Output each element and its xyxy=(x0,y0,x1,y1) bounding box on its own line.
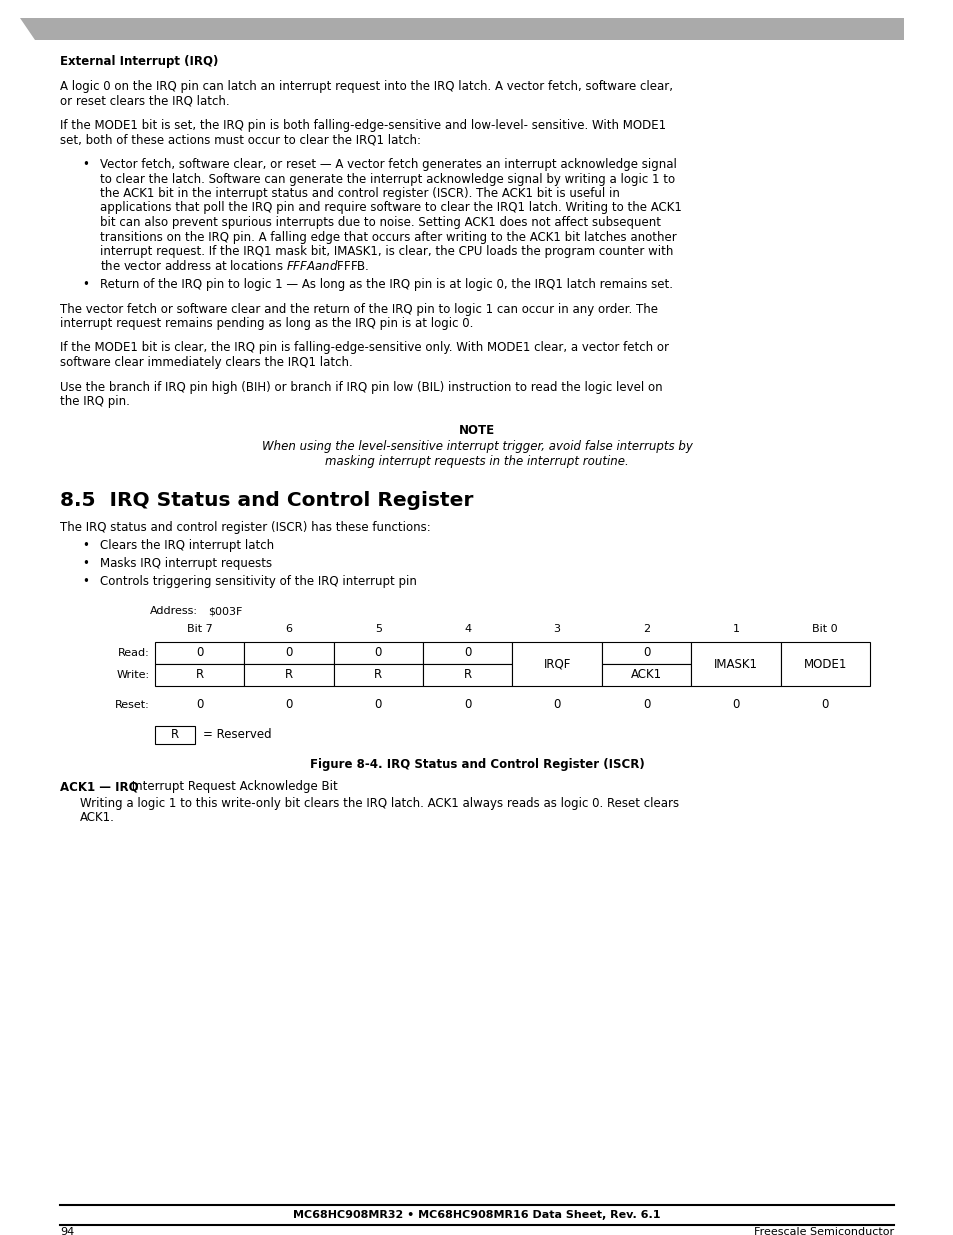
Text: 0: 0 xyxy=(732,699,739,711)
Text: •: • xyxy=(82,278,89,291)
Text: 0: 0 xyxy=(375,699,382,711)
Text: bit can also prevent spurious interrupts due to noise. Setting ACK1 does not aff: bit can also prevent spurious interrupts… xyxy=(100,216,660,228)
Text: When using the level-sensitive interrupt trigger, avoid false interrupts by: When using the level-sensitive interrupt… xyxy=(261,440,692,453)
Text: The vector fetch or software clear and the return of the IRQ pin to logic 1 can : The vector fetch or software clear and t… xyxy=(60,303,658,315)
Text: transitions on the IRQ pin. A falling edge that occurs after writing to the ACK1: transitions on the IRQ pin. A falling ed… xyxy=(100,231,676,243)
Text: Reset:: Reset: xyxy=(115,700,150,710)
Text: 4: 4 xyxy=(464,624,471,634)
Text: Vector fetch, software clear, or reset — A vector fetch generates an interrupt a: Vector fetch, software clear, or reset —… xyxy=(100,158,677,170)
Text: Bit 7: Bit 7 xyxy=(187,624,213,634)
Text: 1: 1 xyxy=(732,624,739,634)
Text: 8.5  IRQ Status and Control Register: 8.5 IRQ Status and Control Register xyxy=(60,492,473,510)
Text: 0: 0 xyxy=(285,646,293,659)
Text: interrupt request remains pending as long as the IRQ pin is at logic 0.: interrupt request remains pending as lon… xyxy=(60,317,473,330)
Text: 0: 0 xyxy=(195,646,203,659)
Text: Address:: Address: xyxy=(150,606,198,616)
Text: Controls triggering sensitivity of the IRQ interrupt pin: Controls triggering sensitivity of the I… xyxy=(100,574,416,588)
Bar xyxy=(423,664,512,685)
Bar xyxy=(154,664,244,685)
Text: 6: 6 xyxy=(285,624,293,634)
Text: 3: 3 xyxy=(553,624,560,634)
Text: Use the branch if IRQ pin high (BIH) or branch if IRQ pin low (BIL) instruction : Use the branch if IRQ pin high (BIH) or … xyxy=(60,380,662,394)
Text: 0: 0 xyxy=(195,699,203,711)
Text: masking interrupt requests in the interrupt routine.: masking interrupt requests in the interr… xyxy=(325,454,628,468)
Bar xyxy=(423,642,512,664)
Text: •: • xyxy=(82,574,89,588)
Text: interrupt request. If the IRQ1 mask bit, IMASK1, is clear, the CPU loads the pro: interrupt request. If the IRQ1 mask bit,… xyxy=(100,245,673,258)
Text: set, both of these actions must occur to clear the IRQ1 latch:: set, both of these actions must occur to… xyxy=(60,133,420,147)
Text: Bit 0: Bit 0 xyxy=(812,624,838,634)
Text: software clear immediately clears the IRQ1 latch.: software clear immediately clears the IR… xyxy=(60,356,353,369)
Text: R: R xyxy=(374,668,382,682)
Text: IMASK1: IMASK1 xyxy=(713,657,757,671)
Text: •: • xyxy=(82,158,89,170)
Text: Interrupt Request Acknowledge Bit: Interrupt Request Acknowledge Bit xyxy=(128,781,337,793)
Text: If the MODE1 bit is clear, the IRQ pin is falling-edge-sensitive only. With MODE: If the MODE1 bit is clear, the IRQ pin i… xyxy=(60,342,668,354)
Bar xyxy=(780,642,869,685)
Text: 0: 0 xyxy=(821,699,828,711)
Text: R: R xyxy=(463,668,472,682)
Polygon shape xyxy=(20,19,903,40)
Text: MC68HC908MR32 • MC68HC908MR16 Data Sheet, Rev. 6.1: MC68HC908MR32 • MC68HC908MR16 Data Sheet… xyxy=(293,1210,660,1220)
Bar xyxy=(601,664,691,685)
Text: A logic 0 on the IRQ pin can latch an interrupt request into the IRQ latch. A ve: A logic 0 on the IRQ pin can latch an in… xyxy=(60,80,672,93)
Text: R: R xyxy=(171,729,179,741)
Text: Read:: Read: xyxy=(118,648,150,658)
Bar xyxy=(154,726,194,743)
Bar xyxy=(334,642,423,664)
Bar xyxy=(512,642,601,685)
Text: 5: 5 xyxy=(375,624,381,634)
Bar xyxy=(244,642,334,664)
Text: $003F: $003F xyxy=(208,606,242,616)
Text: NOTE: NOTE xyxy=(458,424,495,436)
Text: ACK1.: ACK1. xyxy=(80,811,114,824)
Bar xyxy=(154,642,244,664)
Text: = Reserved: = Reserved xyxy=(203,729,272,741)
Text: to clear the latch. Software can generate the interrupt acknowledge signal by wr: to clear the latch. Software can generat… xyxy=(100,173,675,185)
Bar xyxy=(244,664,334,685)
Text: •: • xyxy=(82,557,89,571)
Text: 0: 0 xyxy=(553,699,560,711)
Text: the ACK1 bit in the interrupt status and control register (ISCR). The ACK1 bit i: the ACK1 bit in the interrupt status and… xyxy=(100,186,619,200)
Text: applications that poll the IRQ pin and require software to clear the IRQ1 latch.: applications that poll the IRQ pin and r… xyxy=(100,201,681,215)
Text: MODE1: MODE1 xyxy=(802,657,846,671)
Text: Return of the IRQ pin to logic 1 — As long as the IRQ pin is at logic 0, the IRQ: Return of the IRQ pin to logic 1 — As lo… xyxy=(100,278,672,291)
Text: Writing a logic 1 to this write-only bit clears the IRQ latch. ACK1 always reads: Writing a logic 1 to this write-only bit… xyxy=(80,797,679,809)
Text: 94: 94 xyxy=(60,1228,74,1235)
Text: 0: 0 xyxy=(464,699,471,711)
Text: Freescale Semiconductor: Freescale Semiconductor xyxy=(753,1228,893,1235)
Text: Figure 8-4. IRQ Status and Control Register (ISCR): Figure 8-4. IRQ Status and Control Regis… xyxy=(310,758,643,771)
Text: 2: 2 xyxy=(642,624,649,634)
Text: or reset clears the IRQ latch.: or reset clears the IRQ latch. xyxy=(60,95,230,107)
Text: ACK1: ACK1 xyxy=(630,668,661,682)
Text: If the MODE1 bit is set, the IRQ pin is both falling-edge-sensitive and low-leve: If the MODE1 bit is set, the IRQ pin is … xyxy=(60,119,665,132)
Text: The IRQ status and control register (ISCR) has these functions:: The IRQ status and control register (ISC… xyxy=(60,521,431,534)
Bar xyxy=(601,642,691,664)
Bar xyxy=(334,664,423,685)
Bar xyxy=(691,642,780,685)
Text: 0: 0 xyxy=(464,646,471,659)
Text: 0: 0 xyxy=(642,699,650,711)
Text: the vector address at locations $FFFA and $FFFB.: the vector address at locations $FFFA an… xyxy=(100,259,369,273)
Text: ACK1 — IRQ: ACK1 — IRQ xyxy=(60,781,138,793)
Text: 0: 0 xyxy=(375,646,382,659)
Text: •: • xyxy=(82,540,89,552)
Text: IRQF: IRQF xyxy=(543,657,570,671)
Text: R: R xyxy=(195,668,204,682)
Text: 0: 0 xyxy=(642,646,650,659)
Text: R: R xyxy=(285,668,293,682)
Text: External Interrupt (IRQ): External Interrupt (IRQ) xyxy=(60,56,218,68)
Text: Write:: Write: xyxy=(117,671,150,680)
Text: Clears the IRQ interrupt latch: Clears the IRQ interrupt latch xyxy=(100,540,274,552)
Text: the IRQ pin.: the IRQ pin. xyxy=(60,395,130,408)
Text: Masks IRQ interrupt requests: Masks IRQ interrupt requests xyxy=(100,557,272,571)
Text: 0: 0 xyxy=(285,699,293,711)
